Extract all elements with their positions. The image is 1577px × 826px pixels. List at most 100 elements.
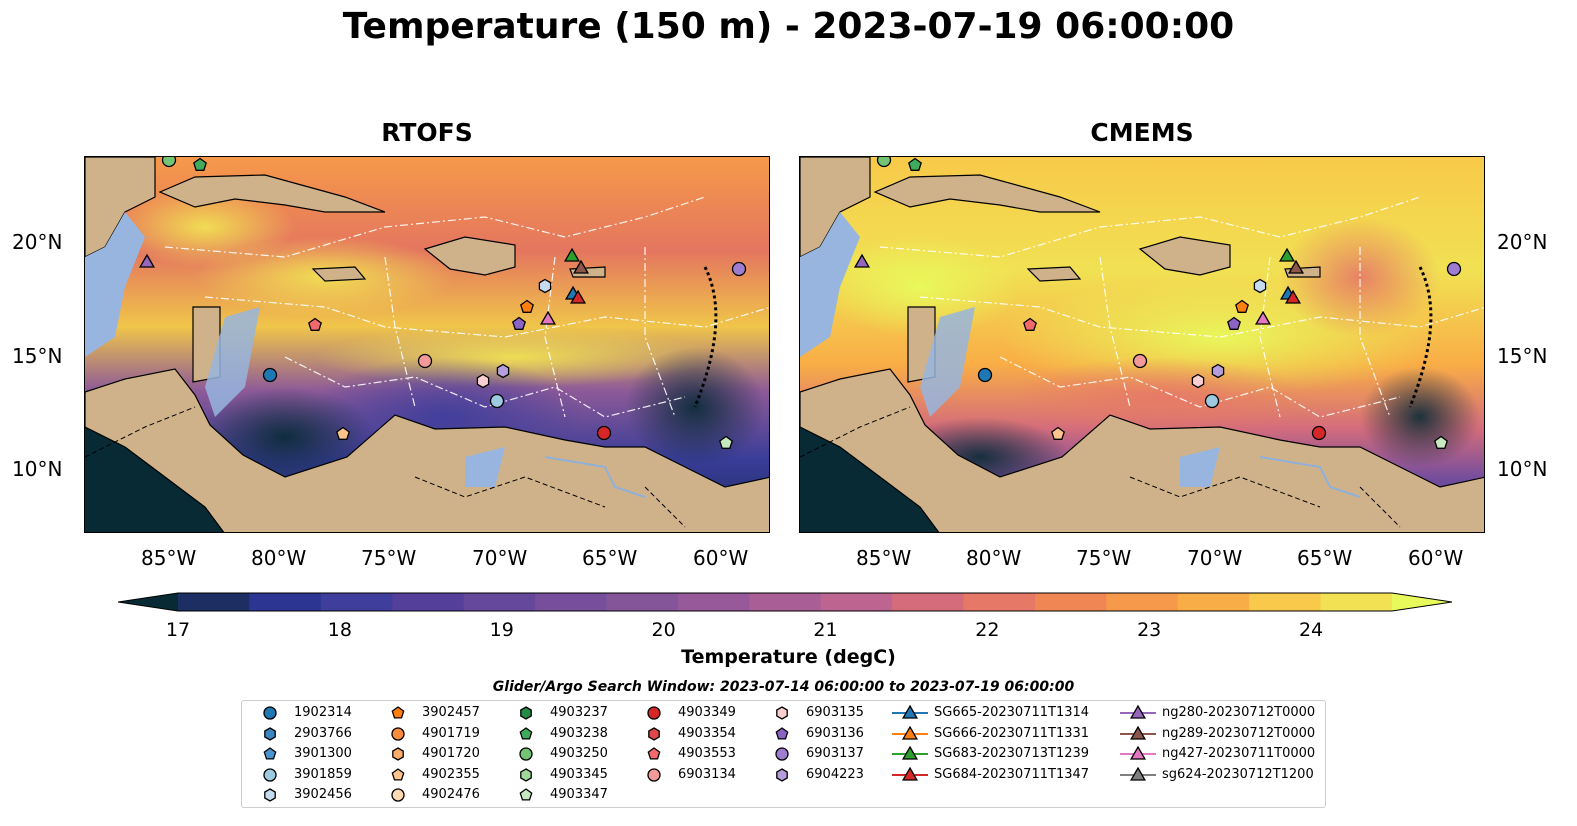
cmems-float-markers — [853, 157, 1462, 449]
lesser-antilles — [693, 266, 718, 408]
lon-label-75w-right: 75°W — [1076, 546, 1132, 570]
circle-icon — [647, 706, 661, 720]
colorbar-bin — [249, 593, 322, 611]
float-marker-SG684-20230711T1347 — [569, 289, 587, 304]
main-title: Temperature (150 m) - 2023-07-19 06:00:0… — [342, 6, 1235, 47]
legend-marker-icon — [776, 706, 788, 720]
legend-label: 2903766 — [294, 725, 352, 741]
lat-label-20n-right: 20°N — [1497, 230, 1548, 254]
legend-marker-icon — [520, 706, 532, 720]
cool-patch — [1010, 357, 1310, 437]
float-marker-ng289-20230712T0000 — [1287, 259, 1305, 274]
triangle-icon — [901, 704, 919, 719]
pentagon-icon — [263, 747, 277, 760]
cool-patch — [1280, 217, 1440, 337]
float-marker-6903136 — [1227, 316, 1241, 330]
triangle-icon — [1129, 745, 1147, 760]
legend-marker-icon — [520, 767, 532, 782]
rtofs-map[interactable] — [84, 156, 770, 533]
colorbar-bin — [892, 593, 965, 611]
circle-icon — [391, 788, 405, 802]
colorbar-tick-20: 20 — [651, 619, 676, 641]
lon-label-85w-right: 85°W — [856, 546, 912, 570]
colorbar-tick-19: 19 — [489, 619, 514, 641]
land-cuba — [158, 174, 386, 213]
colorbar-bin — [535, 593, 608, 611]
cmems-map[interactable] — [799, 156, 1485, 533]
lon-label-80w-left: 80°W — [251, 546, 307, 570]
float-marker-3901859 — [1204, 393, 1220, 409]
colorbar-bin — [1320, 593, 1393, 611]
hexagon-icon — [392, 747, 404, 761]
land-central-south-america — [800, 368, 1484, 532]
colorbar — [118, 592, 1452, 612]
float-marker-6903137 — [1446, 261, 1462, 277]
legend-label: 3902457 — [422, 705, 480, 720]
lesser-antilles — [1408, 266, 1433, 408]
legend-marker-icon — [892, 745, 928, 760]
triangle-icon — [901, 745, 919, 760]
legend-marker-icon — [263, 747, 277, 760]
legend-marker-icon — [647, 767, 661, 782]
legend-marker-icon — [892, 766, 928, 781]
legend-label: SG683-20230713T1239 — [934, 746, 1090, 761]
float-marker-3902457 — [520, 299, 534, 313]
colorbar-tick-18: 18 — [327, 619, 352, 641]
legend-label: SG666-20230711T1331 — [934, 725, 1090, 741]
legend-label: SG665-20230711T1314 — [934, 705, 1090, 720]
colorbar-bin — [606, 593, 679, 611]
float-marker-6903137 — [731, 261, 747, 277]
land-cuba — [873, 174, 1101, 213]
legend-label: 6903135 — [806, 705, 864, 720]
river — [544, 456, 646, 498]
river — [1259, 456, 1361, 498]
shallow-shelf — [1180, 447, 1220, 487]
hexagon-icon — [264, 726, 276, 741]
lon-label-65w-right: 65°W — [1297, 546, 1353, 570]
colorbar-bin — [1249, 593, 1322, 611]
legend-label: 4901720 — [422, 746, 480, 761]
float-marker-SG683-20230713T1239 — [1278, 247, 1296, 262]
float-marker-4903553 — [308, 317, 322, 331]
legend-marker-icon — [519, 788, 533, 801]
float-marker-4903347 — [719, 435, 733, 449]
land-jamaica — [1026, 266, 1082, 282]
legend-label: 6903136 — [806, 725, 864, 741]
float-marker-6903134 — [1132, 353, 1148, 369]
legend-marker-icon — [647, 706, 661, 720]
legend-label: 1902314 — [294, 705, 352, 720]
colorbar-label: Temperature (degC) — [681, 646, 896, 668]
legend-label: 6904223 — [806, 766, 864, 782]
legend-label: 4902476 — [422, 787, 480, 802]
colorbar-tick-22: 22 — [975, 619, 1000, 641]
land-central-south-america — [85, 368, 769, 532]
float-marker-1902314 — [977, 367, 993, 383]
colorbar-bin — [749, 593, 822, 611]
float-marker-ng427-20230711T0000 — [1254, 310, 1272, 325]
colorbar-outline — [118, 592, 1452, 612]
float-marker-6903135 — [1191, 373, 1205, 389]
pentagon-icon — [391, 706, 405, 719]
shallow-shelf — [205, 307, 260, 417]
land-hispaniola — [1138, 236, 1231, 276]
legend-marker-icon — [776, 767, 788, 782]
legend-label: ng427-20230711T0000 — [1162, 746, 1316, 761]
land-hispaniola — [423, 236, 516, 276]
circle-icon — [775, 747, 789, 761]
pentagon-icon — [519, 726, 533, 740]
lat-label-10n-left: 10°N — [12, 457, 63, 481]
legend-label: 4903347 — [550, 787, 608, 802]
legend-label: 3901859 — [294, 766, 352, 782]
float-marker-4903250 — [876, 157, 892, 168]
rtofs-float-markers — [138, 157, 747, 449]
legend-marker-icon — [1120, 766, 1156, 781]
float-marker-4903349 — [1311, 425, 1327, 441]
legend-label: 3902456 — [294, 787, 352, 802]
lat-label-15n-right: 15°N — [1497, 344, 1548, 368]
lon-label-85w-left: 85°W — [141, 546, 197, 570]
legend-label: 4903345 — [550, 766, 608, 782]
legend-label: 4903238 — [550, 725, 608, 741]
float-marker-3902456 — [538, 278, 552, 294]
triangle-icon — [1129, 725, 1147, 740]
float-marker-SG683-20230713T1239 — [563, 247, 581, 262]
